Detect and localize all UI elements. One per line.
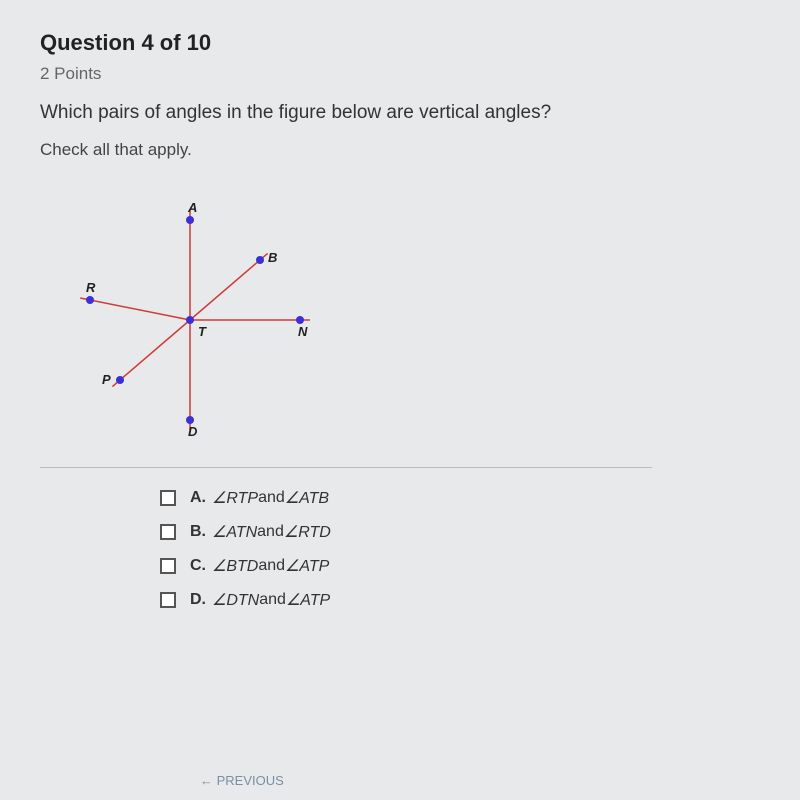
option-letter: C. — [190, 557, 206, 575]
option-letter: D. — [190, 591, 206, 609]
point-n — [296, 316, 304, 324]
checkbox-icon[interactable] — [160, 490, 176, 506]
ray-r — [80, 298, 190, 320]
ray-b — [190, 253, 268, 320]
option-angle-2: ∠ATP — [285, 556, 329, 576]
label-n: N — [298, 324, 308, 339]
question-instruction: Check all that apply. — [40, 140, 760, 160]
point-b — [256, 256, 264, 264]
divider — [40, 467, 652, 468]
checkbox-icon[interactable] — [160, 524, 176, 540]
point-r — [86, 296, 94, 304]
option-and: and — [258, 489, 285, 507]
label-p: P — [102, 372, 111, 387]
label-r: R — [86, 280, 96, 295]
label-center: T — [198, 324, 207, 339]
point-p — [116, 376, 124, 384]
ray-p — [112, 320, 190, 387]
point-d — [186, 416, 194, 424]
prev-button[interactable]: ← PREVIOUS — [200, 773, 284, 788]
checkbox-icon[interactable] — [160, 558, 176, 574]
option-and: and — [257, 523, 284, 541]
option-and: and — [258, 557, 285, 575]
points-label: 2 Points — [40, 64, 760, 84]
option-angle-2: ∠RTD — [284, 522, 331, 542]
point-center — [186, 316, 194, 324]
checkbox-icon[interactable] — [160, 592, 176, 608]
option-d[interactable]: D. ∠DTN and ∠ATP — [160, 590, 760, 610]
label-b: B — [268, 250, 277, 265]
option-angle-1: ∠BTD — [212, 556, 258, 576]
label-d: D — [188, 424, 198, 439]
question-header: Question 4 of 10 — [40, 30, 760, 56]
point-a — [186, 216, 194, 224]
option-letter: B. — [190, 523, 206, 541]
option-angle-1: ∠ATN — [212, 522, 257, 542]
angle-figure: A B N D P R T — [60, 180, 340, 440]
option-b[interactable]: B. ∠ATN and ∠RTD — [160, 522, 760, 542]
options-list: A. ∠RTP and ∠ATB B. ∠ATN and ∠RTD C. ∠BTD and… — [160, 488, 760, 610]
option-angle-1: ∠DTN — [212, 590, 259, 610]
label-a: A — [187, 200, 197, 215]
option-angle-2: ∠ATP — [286, 590, 330, 610]
option-angle-1: ∠RTP — [212, 488, 258, 508]
option-and: and — [259, 591, 286, 609]
option-letter: A. — [190, 489, 206, 507]
option-c[interactable]: C. ∠BTD and ∠ATP — [160, 556, 760, 576]
option-angle-2: ∠ATB — [285, 488, 329, 508]
option-a[interactable]: A. ∠RTP and ∠ATB — [160, 488, 760, 508]
question-prompt: Which pairs of angles in the figure belo… — [40, 102, 760, 124]
